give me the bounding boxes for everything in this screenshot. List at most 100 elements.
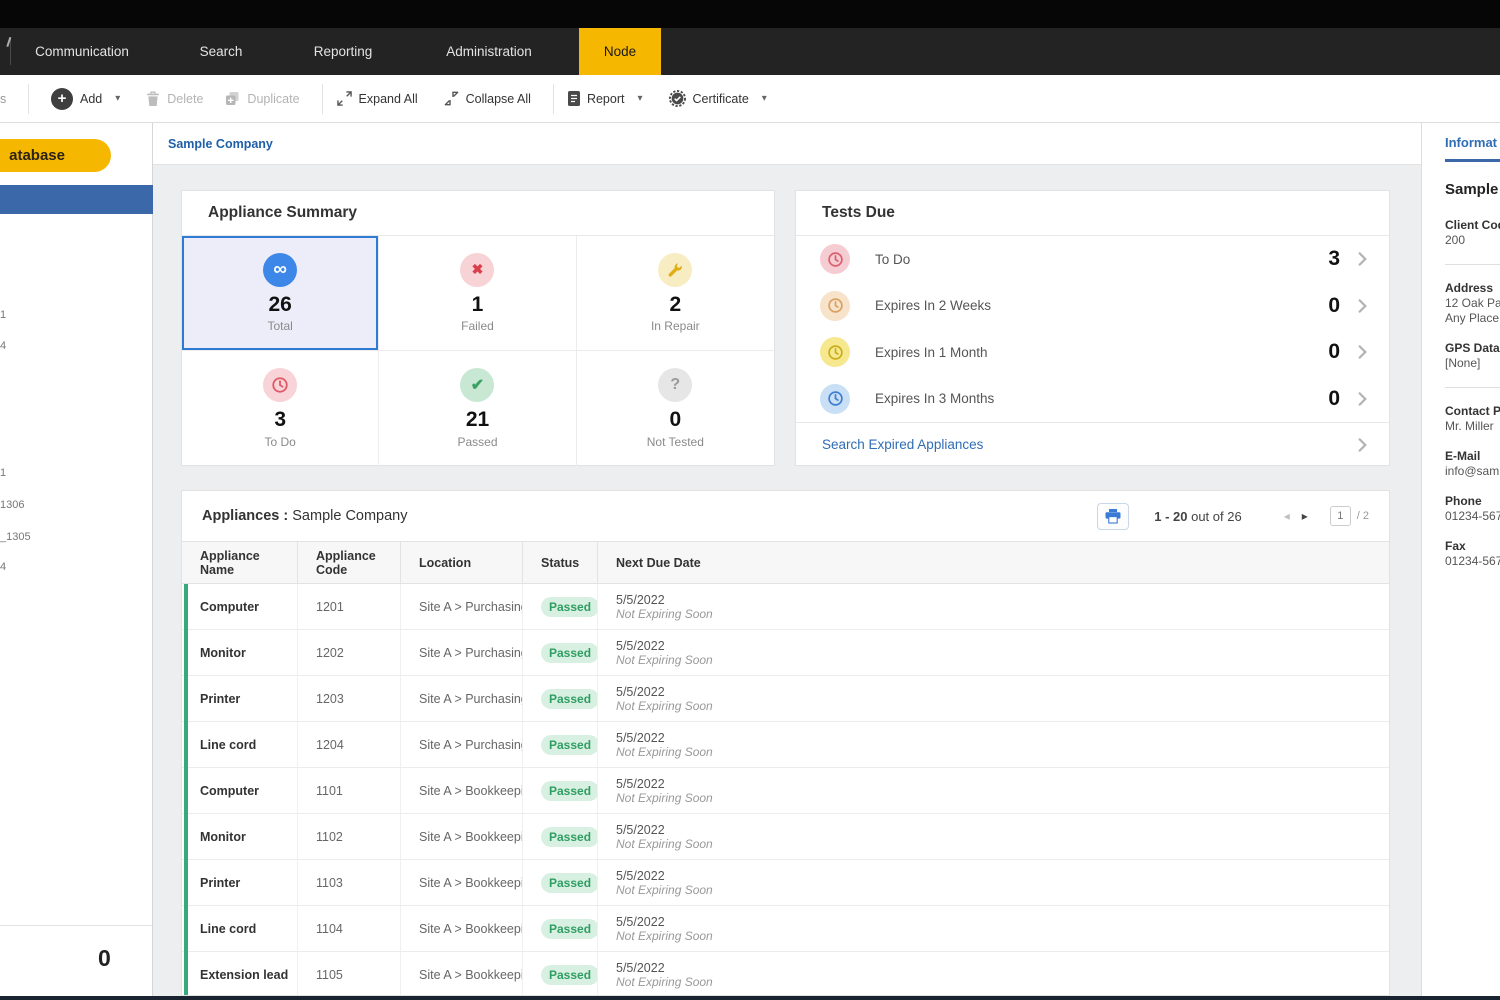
delete-button-label: Delete xyxy=(167,92,203,106)
x-icon: ✖ xyxy=(460,253,494,287)
certificate-button[interactable]: Certificate ▾ xyxy=(669,90,767,107)
table-row[interactable]: Monitor 1102 Site A > Bookkeeping Passed… xyxy=(182,814,1389,860)
chevron-down-icon[interactable]: ▾ xyxy=(115,93,120,104)
chevron-right-icon[interactable] xyxy=(1358,438,1367,452)
status-badge: Passed xyxy=(541,919,598,939)
summary-tile-passed[interactable]: ✔ 21 Passed xyxy=(379,351,576,466)
column-header-status[interactable]: Status xyxy=(523,542,598,583)
column-header-appliance-code[interactable]: Appliance Code xyxy=(298,542,401,583)
tests-due-card: Tests Due To Do 3 Expires In 2 Weeks 0 xyxy=(795,190,1390,466)
column-header-next-due-date[interactable]: Next Due Date xyxy=(598,542,1389,583)
tile-label: In Repair xyxy=(651,319,700,333)
field-label: GPS Data xyxy=(1445,341,1500,356)
panel-divider xyxy=(1445,387,1500,388)
tests-due-title: Tests Due xyxy=(796,191,1389,236)
sidebar-divider xyxy=(0,925,152,926)
nav-tab-search[interactable]: Search xyxy=(175,28,267,75)
column-header-appliance-name[interactable]: Appliance Name xyxy=(182,542,298,583)
column-header-location[interactable]: Location xyxy=(401,542,523,583)
tests-row-count: 0 xyxy=(1328,340,1340,364)
clock-icon-red xyxy=(820,244,850,274)
table-row[interactable]: Line cord 1104 Site A > Bookkeeping Pass… xyxy=(182,906,1389,952)
chevron-right-icon[interactable] xyxy=(1358,392,1367,406)
summary-tile-not-tested[interactable]: ? 0 Not Tested xyxy=(577,351,774,466)
cell-status: Passed xyxy=(523,676,598,721)
chevron-right-icon[interactable] xyxy=(1358,345,1367,359)
tests-row-expires-3-months[interactable]: Expires In 3 Months 0 xyxy=(796,376,1389,423)
tests-row-expires-1-month[interactable]: Expires In 1 Month 0 xyxy=(796,329,1389,376)
tree-item-fragment[interactable]: 4 xyxy=(0,340,6,352)
page-number-input[interactable]: 1 xyxy=(1330,506,1351,526)
search-expired-appliances-row[interactable]: Search Expired Appliances xyxy=(796,422,1389,466)
table-row[interactable]: Computer 1201 Site A > Purchasing Passed… xyxy=(182,584,1389,630)
status-badge: Passed xyxy=(541,597,598,617)
table-row[interactable]: Computer 1101 Site A > Bookkeeping Passe… xyxy=(182,768,1389,814)
cell-code: 1103 xyxy=(298,860,401,905)
tests-row-expires-2-weeks[interactable]: Expires In 2 Weeks 0 xyxy=(796,283,1389,330)
tree-item-fragment[interactable]: _1305 xyxy=(0,531,31,543)
cell-next-due: 5/5/2022 Not Expiring Soon xyxy=(598,768,1389,813)
cell-name: Monitor xyxy=(182,814,298,859)
tests-row-count: 0 xyxy=(1328,294,1340,318)
cell-name: Line cord xyxy=(182,722,298,767)
status-badge: Passed xyxy=(541,873,598,893)
summary-tile-in-repair[interactable]: 2 In Repair xyxy=(577,236,774,351)
clock-icon-blue xyxy=(820,384,850,414)
expand-all-button[interactable]: Expand All xyxy=(337,91,418,106)
field-gps-data: GPS Data [None] xyxy=(1445,341,1500,371)
add-button[interactable]: + Add ▾ xyxy=(51,88,120,110)
printer-icon xyxy=(1105,509,1121,524)
collapse-all-button[interactable]: Collapse All xyxy=(444,91,531,106)
summary-tile-failed[interactable]: ✖ 1 Failed xyxy=(379,236,576,351)
chevron-right-icon[interactable] xyxy=(1358,252,1367,266)
chevron-down-icon[interactable]: ▾ xyxy=(637,93,642,104)
due-note: Not Expiring Soon xyxy=(616,837,1389,851)
cell-code: 1102 xyxy=(298,814,401,859)
nav-tab-node[interactable]: Node xyxy=(579,28,661,75)
summary-tile-to-do[interactable]: 3 To Do xyxy=(182,351,379,466)
appliances-title-label: Appliances : xyxy=(202,508,288,524)
nav-tab-communication[interactable]: Communication xyxy=(11,28,153,75)
appliances-title: Appliances : Sample Company xyxy=(202,508,408,524)
tree-item-fragment[interactable]: 1 xyxy=(0,467,6,479)
sidebar-selected-item[interactable] xyxy=(0,185,153,214)
tree-item-fragment[interactable]: 4 xyxy=(0,561,6,573)
table-row[interactable]: Printer 1103 Site A > Bookkeeping Passed… xyxy=(182,860,1389,906)
next-page-icon[interactable]: ▸ xyxy=(1302,509,1308,523)
summary-tile-total[interactable]: ∞ 26 Total xyxy=(182,236,379,351)
cell-name: Computer xyxy=(182,768,298,813)
delete-button[interactable]: Delete xyxy=(146,91,203,107)
expand-all-icon xyxy=(337,91,352,106)
table-row[interactable]: Extension lead 1105 Site A > Bookkeeping… xyxy=(182,952,1389,996)
search-expired-appliances-link[interactable]: Search Expired Appliances xyxy=(822,437,983,452)
cell-location: Site A > Bookkeeping xyxy=(401,952,523,996)
duplicate-button[interactable]: Duplicate xyxy=(225,91,299,106)
tab-information[interactable]: Informat xyxy=(1445,135,1497,150)
tree-item-fragment[interactable]: 1306 xyxy=(0,499,24,511)
cell-name: Extension lead xyxy=(182,952,298,996)
print-button[interactable] xyxy=(1097,503,1129,530)
page-total: / 2 xyxy=(1357,510,1369,522)
cell-status: Passed xyxy=(523,768,598,813)
cell-location: Site A > Purchasing xyxy=(401,584,523,629)
due-date: 5/5/2022 xyxy=(616,777,1389,791)
tile-label: Passed xyxy=(457,435,497,449)
table-row[interactable]: Monitor 1202 Site A > Purchasing Passed … xyxy=(182,630,1389,676)
previous-page-icon[interactable]: ◂ xyxy=(1284,509,1290,523)
table-row[interactable]: Line cord 1204 Site A > Purchasing Passe… xyxy=(182,722,1389,768)
sidebar-footer-count: 0 xyxy=(98,945,111,972)
due-date: 5/5/2022 xyxy=(616,639,1389,653)
breadcrumb-company-link[interactable]: Sample Company xyxy=(168,137,273,151)
bottom-edge-bar xyxy=(0,996,1500,1000)
tests-row-to-do[interactable]: To Do 3 xyxy=(796,236,1389,283)
question-icon: ? xyxy=(658,368,692,402)
nav-tab-reporting[interactable]: Reporting xyxy=(287,28,399,75)
table-row[interactable]: Printer 1203 Site A > Purchasing Passed … xyxy=(182,676,1389,722)
nav-tab-administration[interactable]: Administration xyxy=(423,28,555,75)
chevron-down-icon[interactable]: ▾ xyxy=(762,93,767,104)
database-button[interactable]: atabase xyxy=(0,139,111,172)
tile-label: To Do xyxy=(264,435,295,449)
chevron-right-icon[interactable] xyxy=(1358,299,1367,313)
tree-item-fragment[interactable]: 1 xyxy=(0,309,6,321)
report-button[interactable]: Report ▾ xyxy=(568,91,643,106)
